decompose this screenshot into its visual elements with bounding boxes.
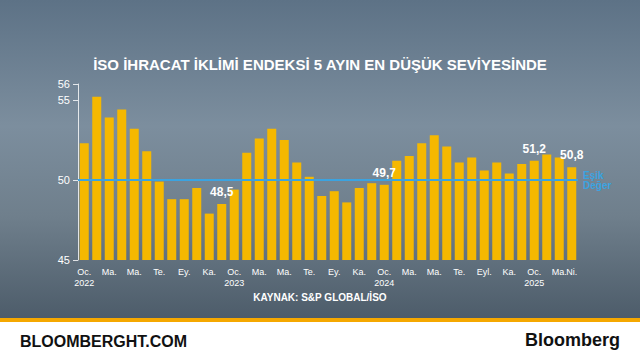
svg-text:Ma.: Ma. <box>277 267 292 277</box>
svg-text:BLOOMBERGHT.COM: BLOOMBERGHT.COM <box>20 333 187 350</box>
svg-text:Eşik: Eşik <box>583 169 607 181</box>
svg-text:Eyl.: Eyl. <box>477 267 492 277</box>
svg-text:51,2: 51,2 <box>523 142 547 156</box>
svg-text:Ka.: Ka. <box>202 267 216 277</box>
svg-text:Ma.: Ma. <box>102 267 117 277</box>
svg-text:Ka.: Ka. <box>352 267 366 277</box>
svg-text:Ma.: Ma. <box>552 267 567 277</box>
svg-text:Ey.: Ey. <box>178 267 190 277</box>
svg-text:2024: 2024 <box>374 278 394 288</box>
svg-text:Ni.: Ni. <box>566 267 577 277</box>
svg-text:48,5: 48,5 <box>210 185 234 199</box>
svg-text:Değer: Değer <box>583 180 611 191</box>
svg-text:Ma.: Ma. <box>252 267 267 277</box>
svg-text:KAYNAK: S&P GLOBAL/İSO: KAYNAK: S&P GLOBAL/İSO <box>253 291 387 303</box>
svg-text:Ey.: Ey. <box>328 267 340 277</box>
svg-text:Ma.: Ma. <box>427 267 442 277</box>
svg-text:Oc.: Oc. <box>527 267 541 277</box>
svg-text:Bloomberg: Bloomberg <box>525 330 620 350</box>
svg-text:Ma.: Ma. <box>402 267 417 277</box>
svg-text:2023: 2023 <box>224 278 244 288</box>
svg-text:50: 50 <box>58 174 70 186</box>
svg-text:45: 45 <box>58 254 70 266</box>
svg-text:2025: 2025 <box>524 278 544 288</box>
svg-text:Te.: Te. <box>153 267 165 277</box>
svg-text:Te.: Te. <box>453 267 465 277</box>
svg-text:Oc.: Oc. <box>227 267 241 277</box>
svg-text:56: 56 <box>58 78 70 90</box>
svg-text:55: 55 <box>58 94 70 106</box>
svg-text:50,8: 50,8 <box>560 148 584 162</box>
svg-text:Ma.: Ma. <box>127 267 142 277</box>
svg-text:Oc.: Oc. <box>377 267 391 277</box>
svg-text:2022: 2022 <box>74 278 94 288</box>
svg-text:İSO İHRACAT İKLİMİ ENDEKSİ 5 A: İSO İHRACAT İKLİMİ ENDEKSİ 5 AYIN EN DÜŞ… <box>93 56 547 73</box>
svg-text:Oc.: Oc. <box>77 267 91 277</box>
svg-text:Te.: Te. <box>303 267 315 277</box>
svg-text:Ka.: Ka. <box>502 267 516 277</box>
svg-text:49,7: 49,7 <box>373 166 397 180</box>
